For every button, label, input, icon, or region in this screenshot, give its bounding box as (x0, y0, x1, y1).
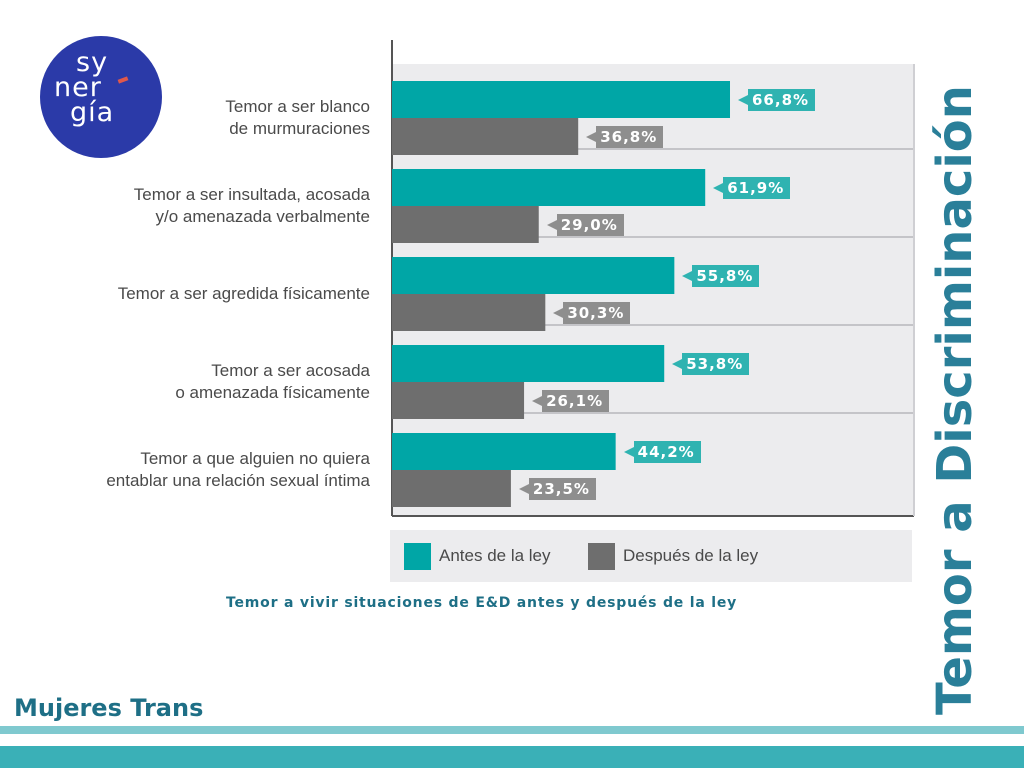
bar-after (392, 382, 525, 419)
bar-before (392, 433, 616, 470)
footer-band-light (0, 726, 1024, 734)
bar-before (392, 345, 665, 382)
legend-swatch-before (404, 542, 431, 570)
value-label-after: 30,3% (553, 302, 631, 324)
bar-before (392, 257, 675, 294)
logo-line-1: sy (76, 47, 109, 78)
value-label-after: 23,5% (518, 478, 596, 500)
value-label-before: 53,8% (672, 353, 750, 375)
legend-item-before: Antes de la ley (404, 542, 551, 570)
chart-legend: Antes de la ley Después de la ley (390, 530, 912, 582)
bar-before (392, 169, 706, 206)
footer-title: Mujeres Trans (14, 694, 204, 722)
value-label-after: 36,8% (586, 126, 664, 148)
value-label-before: 66,8% (737, 89, 816, 111)
category-label: Temor a ser blanco de murmuraciones (225, 97, 370, 138)
bar-after (392, 118, 579, 155)
bar-after (392, 470, 511, 507)
value-label-before: 61,9% (713, 177, 791, 199)
category-label: Temor a ser agredida físicamente (117, 284, 370, 303)
bar-after (392, 294, 546, 331)
bar-before (392, 81, 731, 118)
legend-item-after: Después de la ley (588, 542, 758, 570)
legend-label-after: Después de la ley (623, 546, 759, 565)
value-label-before: 44,2% (623, 441, 701, 463)
category-label: Temor a ser acosada o amenazada físicame… (175, 361, 370, 402)
legend-label-before: Antes de la ley (439, 546, 551, 565)
logo-line-2: ner (54, 72, 102, 103)
value-label-after: 29,0% (546, 214, 624, 236)
synergia-logo: sy ner gía (40, 36, 162, 158)
value-label-after: 26,1% (532, 390, 610, 412)
category-label: Temor a ser insultada, acosada y/o amena… (133, 185, 370, 226)
chart-caption: Temor a vivir situaciones de E&D antes y… (226, 595, 738, 611)
legend-swatch-after (588, 542, 615, 570)
bar-after (392, 206, 539, 243)
footer-band-dark (0, 746, 1024, 768)
logo-line-3: gía (70, 97, 115, 128)
footer-band-gap (0, 734, 1024, 746)
side-title: Temor a Discriminación (927, 85, 983, 715)
value-label-before: 55,8% (682, 265, 760, 287)
category-label: Temor a que alguien no quiera entablar u… (106, 449, 370, 490)
